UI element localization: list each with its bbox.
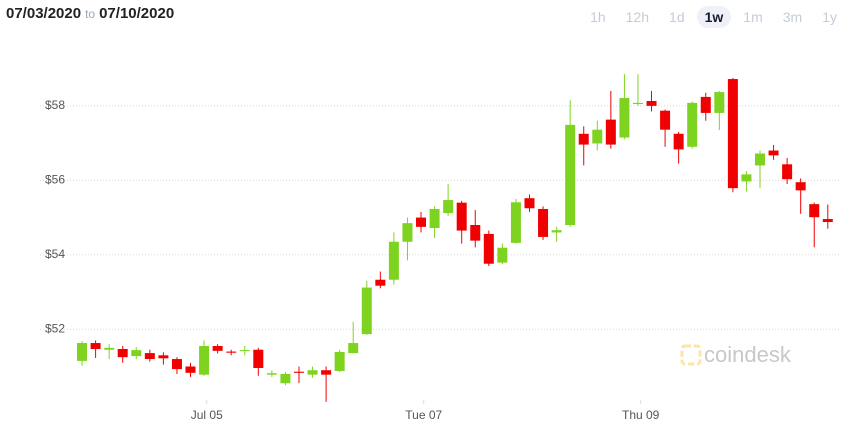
- range-buttons: 1h 12h 1d 1w 1m 3m 1y: [582, 6, 845, 28]
- candle-body: [524, 198, 535, 209]
- candle-body: [375, 279, 386, 286]
- candle-body: [646, 101, 657, 106]
- candle-body: [443, 200, 454, 214]
- candle-body: [334, 351, 345, 371]
- candle-body: [117, 348, 128, 358]
- x-tick-label: Jul 05: [191, 408, 223, 422]
- candle-body: [239, 350, 250, 352]
- candle-body: [497, 247, 508, 263]
- candle-body: [293, 371, 304, 373]
- candle-body: [700, 96, 711, 113]
- candle-body: [687, 102, 698, 147]
- candle-body: [822, 219, 833, 223]
- candle-body: [782, 164, 793, 180]
- candle-body: [280, 373, 291, 384]
- candle-body: [416, 217, 427, 227]
- candle-body: [266, 373, 277, 375]
- range-button[interactable]: 12h: [625, 9, 650, 25]
- candle-body: [592, 129, 603, 144]
- range-button[interactable]: 3m: [782, 9, 803, 25]
- candle-body: [605, 119, 616, 145]
- y-tick-label: $52: [45, 321, 65, 335]
- y-tick-label: $58: [45, 98, 65, 112]
- date-to: 07/10/2020: [99, 5, 175, 22]
- candle-body: [90, 343, 101, 349]
- candle-body: [538, 208, 549, 237]
- candle-body: [348, 343, 359, 354]
- candle-body: [510, 202, 521, 243]
- candle-body: [551, 230, 562, 233]
- candle-body: [429, 208, 440, 228]
- candle-body: [795, 182, 806, 191]
- candle-body: [158, 355, 169, 359]
- candle-body: [809, 204, 820, 218]
- candle-body: [565, 124, 576, 225]
- range-button[interactable]: 1y: [822, 9, 837, 25]
- to-word: to: [85, 7, 96, 21]
- candle-body: [253, 349, 264, 368]
- candle-body: [456, 202, 467, 231]
- range-button[interactable]: 1m: [743, 9, 763, 25]
- candle-body: [402, 223, 413, 242]
- candle-body: [619, 98, 630, 138]
- candle-body: [755, 153, 765, 166]
- candle-body: [144, 353, 155, 360]
- candle-body: [673, 133, 684, 150]
- x-tick-label: Thu 09: [622, 408, 660, 422]
- candle-body: [321, 370, 332, 375]
- candle-body: [578, 133, 589, 145]
- candle-body: [226, 351, 237, 353]
- candle-body: [483, 233, 494, 264]
- candle-body: [768, 150, 779, 156]
- candle-body: [714, 92, 725, 113]
- candle-body: [660, 110, 671, 130]
- candle-body: [131, 350, 142, 357]
- watermark: coindesk: [704, 342, 792, 367]
- date-range: 07/03/2020 to 07/10/2020: [6, 5, 174, 22]
- range-button[interactable]: 1d: [669, 9, 685, 25]
- y-tick-label: $56: [45, 172, 65, 186]
- candle-body: [361, 287, 372, 335]
- range-button[interactable]: 1w: [696, 6, 732, 28]
- candle-body: [741, 174, 752, 182]
- watermark-logo: [680, 344, 702, 366]
- candle-body: [171, 359, 182, 370]
- candle-body: [185, 366, 196, 373]
- candle-body: [388, 241, 399, 280]
- candle-body: [632, 102, 643, 104]
- candle-body: [212, 346, 223, 351]
- candle-body: [199, 346, 210, 375]
- candle-body: [77, 343, 88, 361]
- candle-body: [470, 225, 481, 241]
- y-tick-label: $54: [45, 247, 65, 261]
- candle-body: [307, 370, 318, 375]
- range-button[interactable]: 1h: [590, 9, 606, 25]
- candle-body: [727, 79, 738, 189]
- x-tick-label: Tue 07: [405, 408, 442, 422]
- date-from: 07/03/2020: [6, 5, 82, 22]
- candle-body: [104, 347, 115, 350]
